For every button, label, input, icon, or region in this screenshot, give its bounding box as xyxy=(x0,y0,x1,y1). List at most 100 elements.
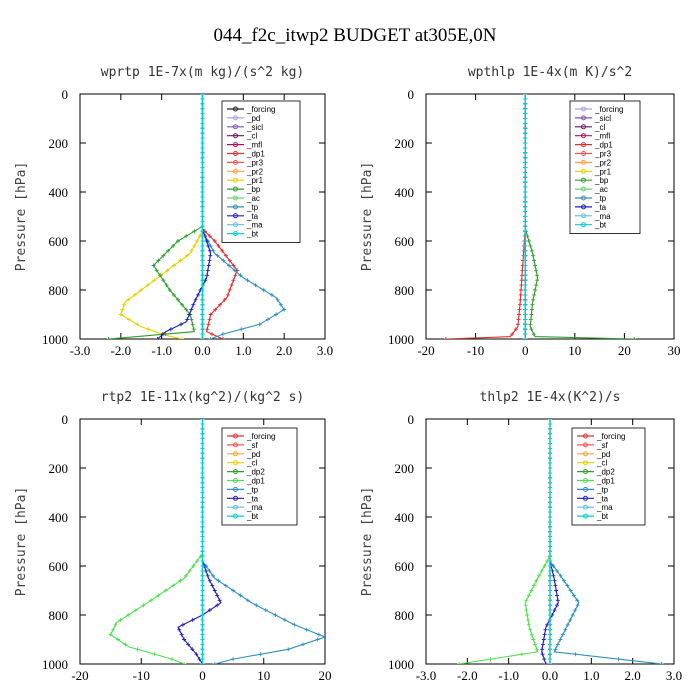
series-marker xyxy=(523,307,528,312)
y-tick-label: 0 xyxy=(408,87,415,102)
legend-label: _forcing xyxy=(596,432,625,441)
series-marker xyxy=(523,263,528,268)
series-marker xyxy=(108,632,113,637)
legend-marker xyxy=(583,469,588,475)
series-marker xyxy=(548,419,552,421)
series-marker xyxy=(194,559,199,564)
legend-marker xyxy=(581,177,586,183)
series-marker xyxy=(535,278,540,283)
series-marker xyxy=(207,248,212,253)
series-marker xyxy=(548,647,552,652)
series-marker xyxy=(118,312,123,317)
series-marker xyxy=(189,248,194,253)
series-marker xyxy=(200,180,205,185)
chart-panel-1: wprtp 1E-7x(m kg)/(s^2 kg) Pressure [hPa]… xyxy=(14,65,333,358)
series-marker xyxy=(510,332,515,337)
series-marker xyxy=(548,642,552,647)
series-marker xyxy=(200,593,205,598)
series-marker xyxy=(523,199,528,204)
series-marker xyxy=(523,302,528,307)
series-marker xyxy=(257,322,262,327)
series-marker xyxy=(215,253,220,258)
series-group xyxy=(108,419,325,664)
legend-marker xyxy=(581,106,586,112)
legend-label: _pd xyxy=(246,450,260,459)
legend: _forcing_sf_pd_cl_dp2_dp1_tp_ta_ma_bt xyxy=(571,427,646,526)
series-marker xyxy=(523,96,528,101)
y-tick-label: 600 xyxy=(395,234,415,249)
series-marker xyxy=(206,322,211,327)
series-line-ta xyxy=(157,228,212,339)
legend-label: _dp1 xyxy=(246,150,265,159)
series-marker xyxy=(210,583,215,588)
series-marker xyxy=(200,101,205,106)
series-marker xyxy=(200,480,205,485)
chart-panels: wprtp 1E-7x(m kg)/(s^2 kg) Pressure [hPa]… xyxy=(14,65,682,683)
series-marker xyxy=(200,170,205,175)
series-marker xyxy=(186,642,191,647)
series-marker xyxy=(523,224,528,229)
chart-panel-4: thlp2 1E-4x(K^2)/s Pressure [hPa] -3.0 -2.0… xyxy=(360,390,682,683)
series-marker xyxy=(533,288,538,292)
series-marker xyxy=(187,312,192,317)
series-marker xyxy=(523,150,528,155)
series-marker xyxy=(176,239,180,243)
legend-label: _ta xyxy=(594,203,607,212)
series-marker xyxy=(200,145,205,150)
series-marker xyxy=(548,559,552,564)
series-marker xyxy=(532,292,537,297)
series-marker xyxy=(254,603,259,608)
series-marker xyxy=(443,337,448,339)
series-marker xyxy=(548,554,552,559)
legend-label: _cl xyxy=(246,459,257,468)
series-marker xyxy=(534,283,539,288)
series-marker xyxy=(525,613,530,617)
series-marker xyxy=(183,573,188,578)
series-marker xyxy=(200,441,205,446)
series-marker xyxy=(523,278,528,283)
legend-label: _pr1 xyxy=(594,167,612,176)
series-marker xyxy=(200,248,205,253)
series-marker xyxy=(548,515,552,519)
series-marker xyxy=(535,273,540,278)
series-marker xyxy=(528,243,533,248)
series-marker xyxy=(523,175,528,180)
panel-title: wprtp 1E-7x(m kg)/(s^2 kg) xyxy=(101,65,305,80)
series-marker xyxy=(189,317,194,322)
series-marker xyxy=(200,515,205,519)
series-group xyxy=(106,94,287,339)
series-marker xyxy=(531,583,536,588)
legend-marker xyxy=(233,478,238,483)
series-marker xyxy=(518,297,523,302)
series-marker xyxy=(239,327,244,332)
series-marker xyxy=(523,145,528,150)
series-marker xyxy=(200,583,205,588)
series-marker xyxy=(200,637,205,642)
series-marker xyxy=(523,116,528,121)
series-marker xyxy=(200,500,205,505)
legend-marker xyxy=(233,204,238,210)
legend-label: _ma xyxy=(246,503,263,512)
legend-label: _pd xyxy=(596,450,610,459)
series-marker xyxy=(523,126,528,131)
x-tick-label: 2.0 xyxy=(276,343,292,358)
legend: _forcing_sicl_cl_mfl_dp1_pr3_pr2_pr1_bp_… xyxy=(569,100,641,235)
y-tick-label: 200 xyxy=(49,461,69,476)
legend-label: _forcing xyxy=(246,105,275,114)
series-marker xyxy=(200,554,205,559)
series-marker xyxy=(200,199,205,204)
series-marker xyxy=(548,524,552,529)
series-marker xyxy=(258,652,263,657)
series-marker xyxy=(245,598,250,603)
legend-marker xyxy=(233,469,238,475)
series-marker xyxy=(573,652,578,657)
series-marker xyxy=(215,603,220,608)
series-marker xyxy=(548,608,552,613)
x-tick-label: 10 xyxy=(568,343,581,358)
series-marker xyxy=(524,608,529,613)
series-marker xyxy=(523,165,528,170)
series-marker xyxy=(120,307,125,312)
series-marker xyxy=(548,495,552,500)
legend-label: _tp xyxy=(246,485,259,494)
series-marker xyxy=(304,627,309,632)
